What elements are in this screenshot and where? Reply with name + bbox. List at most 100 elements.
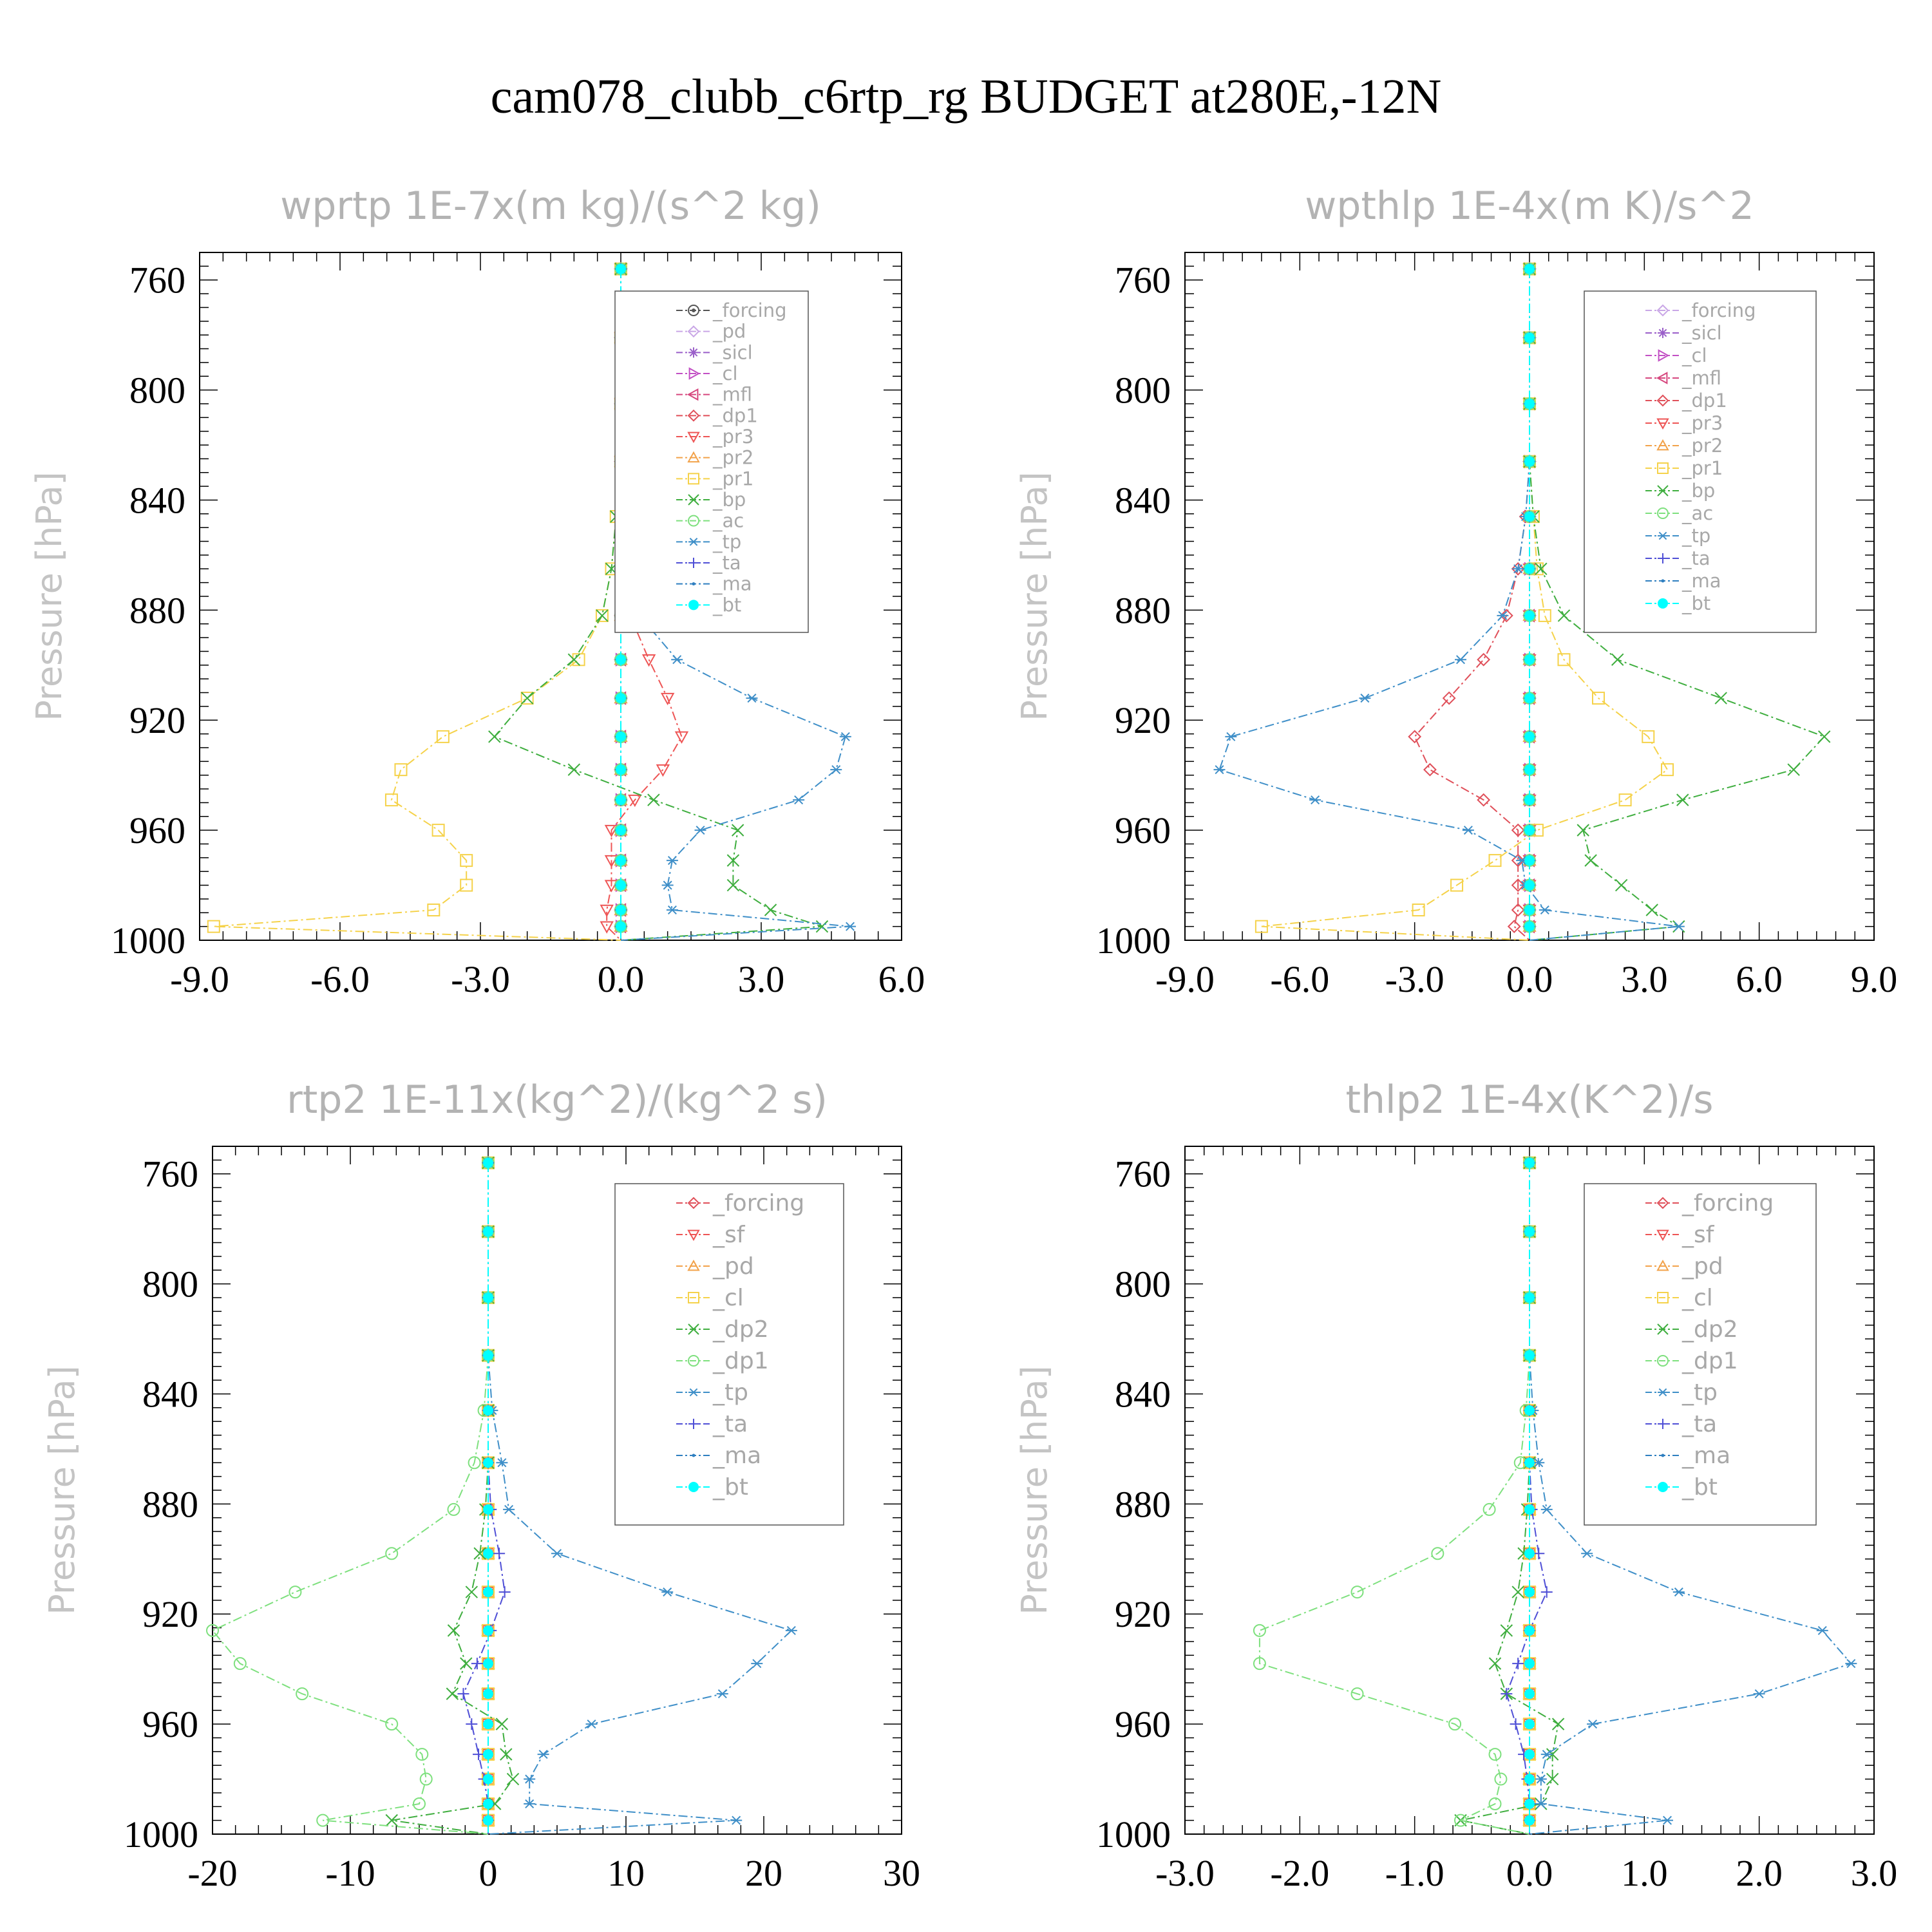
legend-item: _ma <box>676 573 752 595</box>
legend-label: _bt <box>1681 1474 1718 1501</box>
legend-marker <box>1658 553 1668 564</box>
data-point <box>1524 1658 1535 1669</box>
legend-marker <box>688 347 699 358</box>
y-tick-label: 960 <box>142 1703 198 1745</box>
legend-item: _ta <box>1645 1411 1717 1437</box>
legend-marker <box>1657 1323 1669 1335</box>
data-point <box>483 1749 493 1760</box>
data-point <box>839 732 851 741</box>
legend-marker <box>1657 507 1669 519</box>
data-point <box>394 763 408 777</box>
y-tick-label: 840 <box>129 479 185 521</box>
data-point <box>1477 793 1491 807</box>
series-line <box>462 1162 506 1834</box>
legend-label: _dp2 <box>712 1316 769 1343</box>
y-tick-label: 800 <box>1115 1264 1171 1305</box>
legend-item: _pr1 <box>676 468 753 489</box>
legend-label: _forcing <box>712 1190 804 1217</box>
legend-item: _pr2 <box>1645 435 1723 457</box>
data-point <box>413 1797 426 1811</box>
legend-item: _sf <box>676 1222 746 1248</box>
legend-marker <box>1658 598 1668 609</box>
legend-marker <box>688 1388 699 1397</box>
y-tick-label: 1000 <box>1096 1814 1171 1855</box>
data-point <box>1450 878 1464 892</box>
data-point <box>1524 1749 1535 1760</box>
data-point <box>616 825 626 836</box>
legend-label: _bp <box>712 489 746 511</box>
legend-item: _bt <box>676 1474 748 1501</box>
legend-item: _pr3 <box>1645 412 1723 434</box>
data-point <box>1540 1504 1553 1514</box>
data-point <box>616 693 626 704</box>
legend-marker <box>688 1355 699 1367</box>
data-point <box>1488 1748 1502 1761</box>
legend-label: _sicl <box>712 341 753 363</box>
legend-marker <box>1658 1419 1668 1429</box>
data-point <box>431 824 445 837</box>
legend-marker <box>1661 579 1665 583</box>
data-point <box>1524 1625 1535 1636</box>
data-point <box>1587 1719 1599 1729</box>
legend-marker <box>687 1259 700 1271</box>
data-point <box>764 904 777 916</box>
data-point <box>446 1687 459 1700</box>
legend-item: _ac <box>1645 502 1713 524</box>
data-point <box>595 609 609 622</box>
legend-marker <box>1656 394 1669 407</box>
chart-panels: wprtp 1E-7x(m kg)/(s^2 kg) Pressure [hPa]… <box>29 184 1897 1894</box>
data-point <box>1524 825 1535 836</box>
data-point <box>1488 854 1502 867</box>
x-tick-label: 2.0 <box>1736 1852 1783 1894</box>
data-point <box>616 880 626 891</box>
data-point <box>1253 1657 1266 1671</box>
legend-item: _pd <box>676 321 746 343</box>
data-point <box>1524 1548 1535 1559</box>
data-point <box>1524 332 1535 343</box>
y-tick-label: 1000 <box>124 1814 198 1855</box>
legend-label: _pd <box>712 1253 754 1280</box>
data-point <box>427 904 440 917</box>
data-point <box>415 1748 429 1761</box>
data-point <box>483 1548 493 1559</box>
legend-item: _bt <box>676 594 741 616</box>
series-line <box>1414 269 1530 941</box>
legend-item: _tp <box>676 1379 748 1406</box>
data-point <box>730 1815 743 1825</box>
legend-item: _dp1 <box>676 1348 769 1374</box>
y-tick-label: 960 <box>1115 810 1171 851</box>
legend-label: _ta <box>712 552 741 574</box>
data-point <box>520 692 534 705</box>
legend-marker <box>688 473 699 485</box>
data-point <box>503 1504 515 1514</box>
data-point <box>468 1456 481 1470</box>
data-point <box>1524 764 1535 775</box>
data-point <box>473 1748 485 1761</box>
legend-box <box>614 1183 844 1526</box>
data-point <box>483 1504 493 1515</box>
legend-label: _cl <box>1681 345 1707 366</box>
data-point <box>1524 1350 1535 1361</box>
legend-label: _ta <box>1681 547 1710 569</box>
data-point <box>1511 1586 1524 1598</box>
series-dp2 <box>1454 1156 1565 1835</box>
data-point <box>1661 763 1674 777</box>
data-point <box>1350 1687 1364 1701</box>
data-point <box>1524 1457 1535 1468</box>
legend-item: _dp1 <box>1645 390 1727 412</box>
data-point <box>1816 1625 1828 1635</box>
data-point <box>1412 904 1425 917</box>
data-point <box>815 920 829 933</box>
data-point <box>616 905 626 916</box>
x-tick-label: 3.0 <box>1851 1852 1898 1894</box>
data-point <box>1551 1718 1565 1730</box>
data-point <box>436 730 450 743</box>
data-point <box>1511 562 1525 576</box>
legend-marker <box>1661 1454 1665 1457</box>
y-tick-label: 800 <box>142 1264 198 1305</box>
series-line <box>1506 1162 1548 1834</box>
data-point <box>1524 795 1535 806</box>
legend-label: _dp1 <box>1681 390 1727 412</box>
data-point <box>1524 1815 1535 1826</box>
x-tick-label: 3.0 <box>738 958 785 1000</box>
